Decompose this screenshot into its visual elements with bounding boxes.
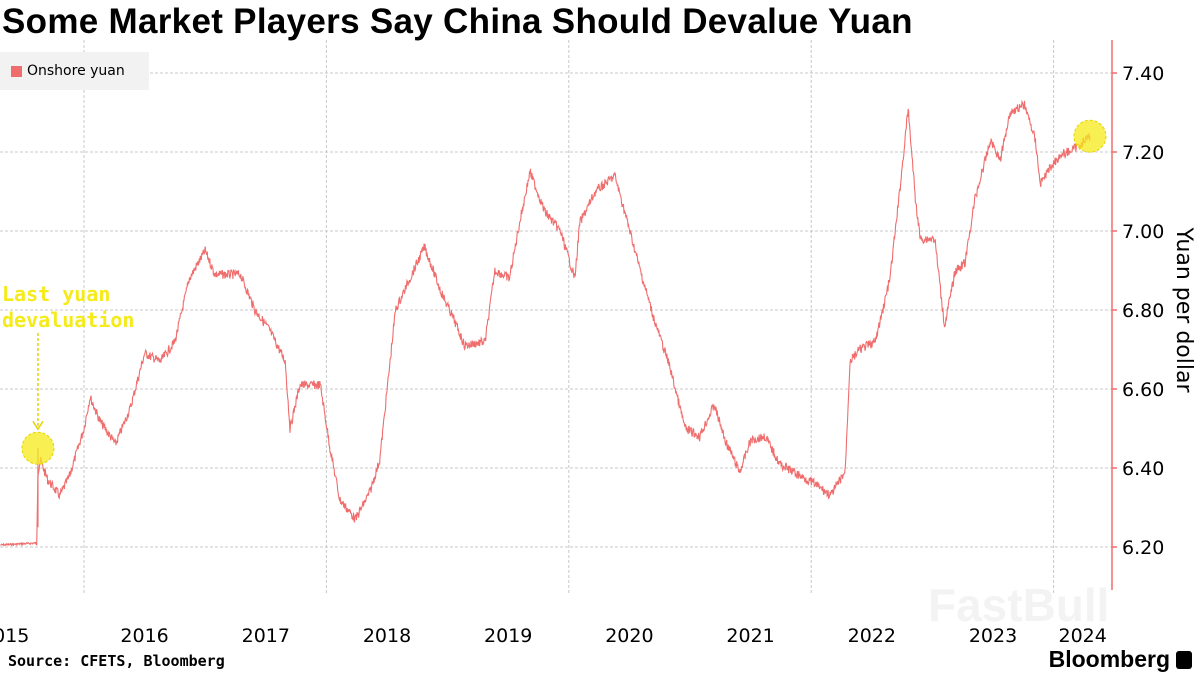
y-tick-label: 7.20	[1122, 142, 1164, 164]
x-tick-label: 2019	[484, 625, 532, 647]
bloomberg-logo: Bloomberg	[1049, 646, 1192, 673]
x-tick-label: 2018	[363, 625, 411, 647]
legend-label: Onshore yuan	[27, 63, 125, 79]
x-tick-label: 2021	[726, 625, 774, 647]
chart-title: Some Market Players Say China Should Dev…	[2, 2, 913, 41]
annotation-text: devaluation	[2, 308, 134, 332]
y-tick-label: 6.20	[1122, 537, 1164, 559]
annotation-text: Last yuan	[2, 282, 110, 306]
y-axis-title: Yuan per dollar	[1171, 227, 1196, 394]
watermark: FastBull	[928, 579, 1110, 631]
legend: Onshore yuan	[0, 52, 149, 90]
annotation-arrowhead	[32, 420, 44, 431]
annotation-highlight-circle	[21, 431, 55, 465]
annotation-highlight-circle	[1073, 119, 1107, 153]
y-tick-label: 7.00	[1122, 221, 1164, 243]
x-tick-label: 2017	[242, 625, 290, 647]
x-tick-label: 2024	[1059, 625, 1107, 647]
bloomberg-chart-icon	[1176, 650, 1192, 669]
y-tick-label: 6.40	[1122, 458, 1164, 480]
source-note: Source: CFETS, Bloomberg	[8, 652, 225, 670]
x-tick-label: 2022	[848, 625, 896, 647]
y-tick-label: 6.80	[1122, 300, 1164, 322]
x-tick-label: 2023	[969, 625, 1017, 647]
x-tick-label: 2016	[120, 625, 168, 647]
brand-name: Bloomberg	[1048, 646, 1170, 672]
x-tick-label: 2015	[0, 625, 29, 647]
legend-swatch	[11, 65, 22, 77]
y-tick-label: 7.40	[1122, 63, 1164, 85]
y-tick-label: 6.60	[1122, 379, 1164, 401]
x-tick-label: 2020	[605, 625, 653, 647]
series-line-onshore-yuan	[0, 99, 1091, 547]
